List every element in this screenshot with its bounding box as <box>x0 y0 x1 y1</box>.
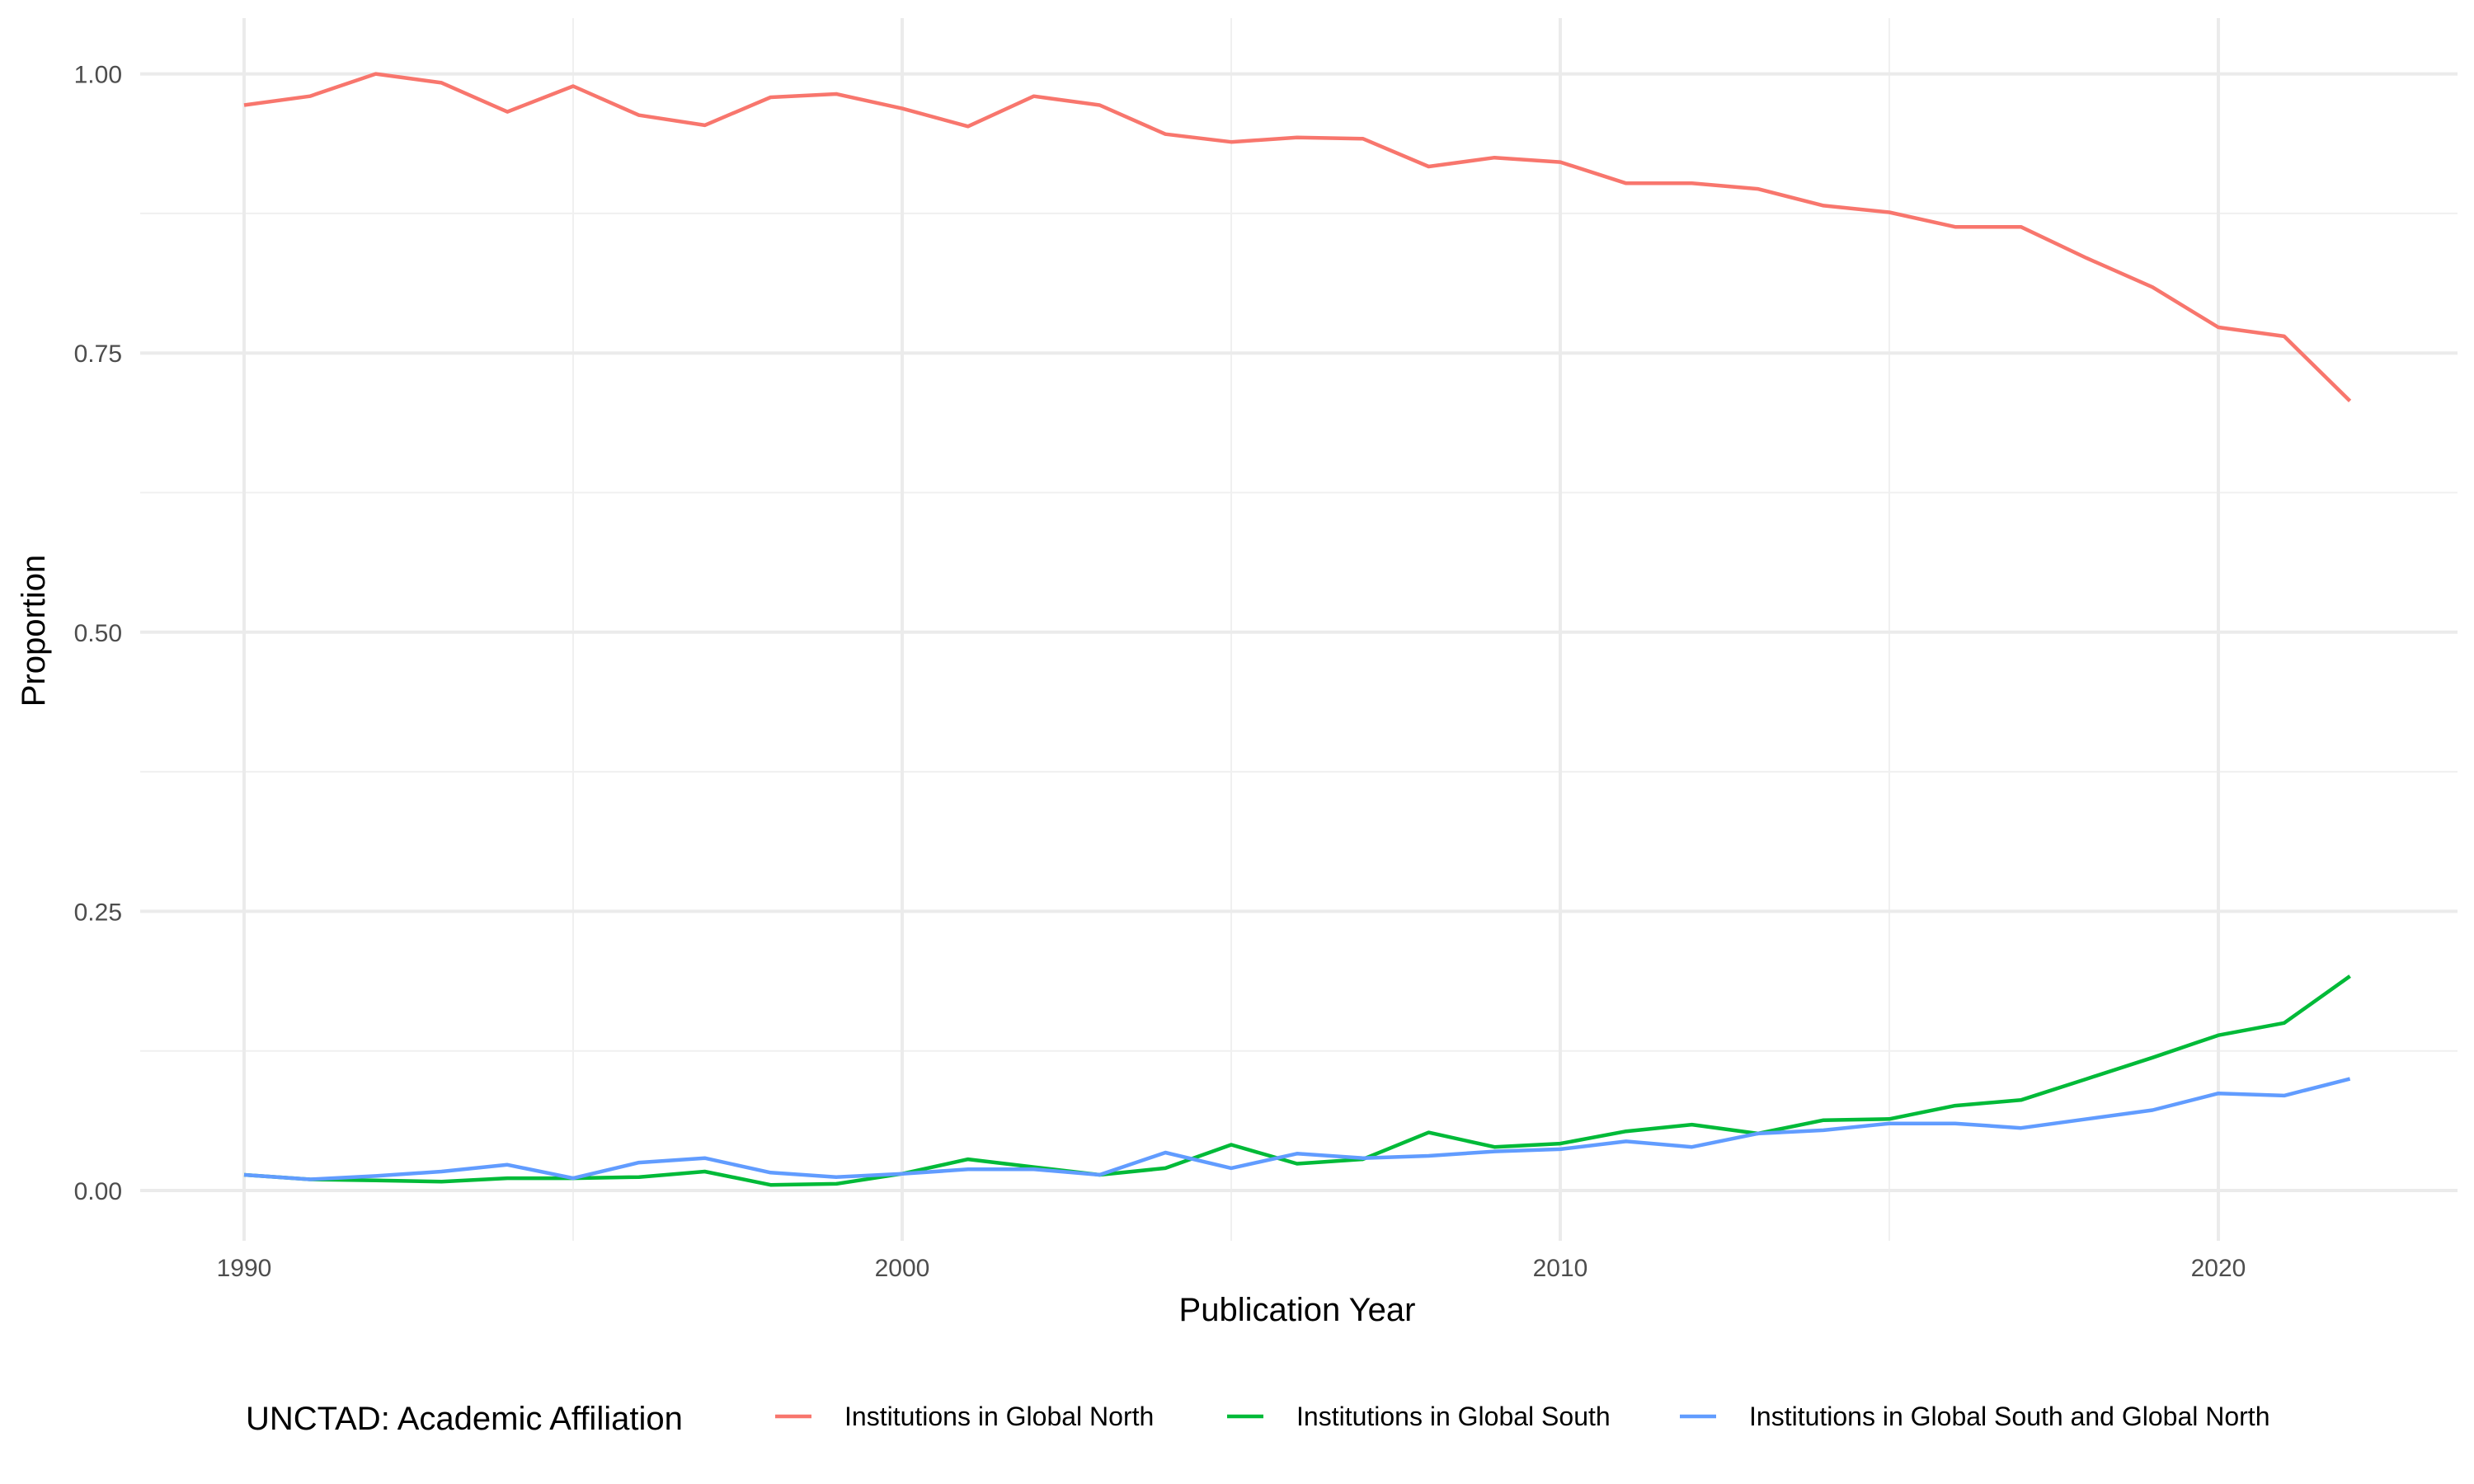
x-tick-label: 2010 <box>1533 1255 1588 1282</box>
y-tick-label: 0.75 <box>74 340 122 368</box>
x-tick-label: 2000 <box>875 1255 930 1282</box>
plot-series <box>243 72 2352 1187</box>
legend-item-label: Institutions in Global South <box>1296 1402 1611 1431</box>
y-tick-label: 0.00 <box>74 1178 122 1205</box>
minor-gridlines <box>140 18 2458 1241</box>
legend-item-label: Institutions in Global South and Global … <box>1749 1402 2269 1431</box>
y-axis-tick-labels: 0.00 0.25 0.50 0.75 1.00 <box>74 62 122 1205</box>
legend-items: Institutions in Global North Institutions… <box>775 1402 2269 1431</box>
x-tick-label: 2020 <box>2191 1255 2246 1282</box>
y-tick-label: 0.50 <box>74 620 122 647</box>
series-line-2 <box>243 974 2351 1187</box>
x-tick-label: 1990 <box>217 1255 272 1282</box>
series-line-3 <box>243 1077 2351 1181</box>
major-gridlines <box>140 18 2458 1241</box>
legend: UNCTAD: Academic Affiliation Institution… <box>246 1401 2269 1437</box>
legend-item-label: Institutions in Global North <box>844 1402 1154 1431</box>
y-tick-label: 0.25 <box>74 899 122 926</box>
y-tick-label: 1.00 <box>74 62 122 89</box>
x-axis-title: Publication Year <box>1179 1292 1416 1328</box>
series-line-1 <box>243 72 2352 403</box>
x-axis-tick-labels: 1990 2000 2010 2020 <box>217 1255 2246 1282</box>
legend-title: UNCTAD: Academic Affiliation <box>246 1401 683 1437</box>
y-axis-title: Proportion <box>16 555 52 707</box>
